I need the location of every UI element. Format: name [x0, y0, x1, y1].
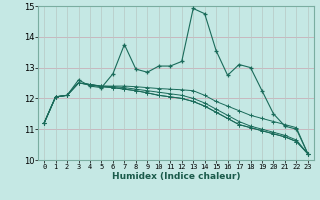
- X-axis label: Humidex (Indice chaleur): Humidex (Indice chaleur): [112, 172, 240, 181]
